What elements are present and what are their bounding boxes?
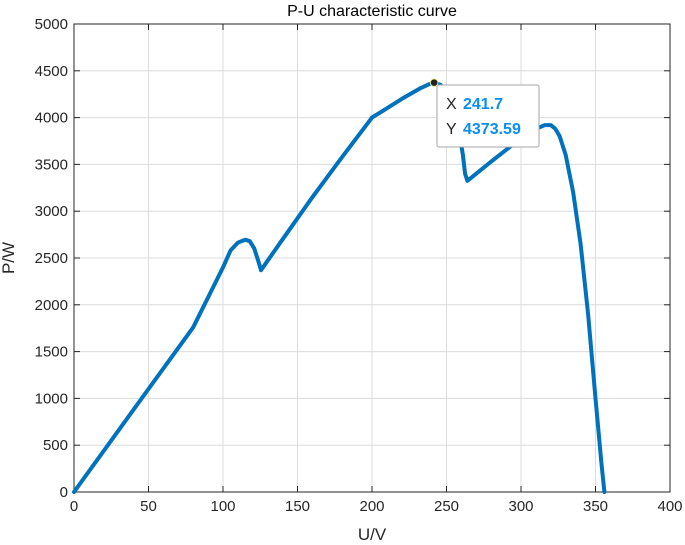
x-tick-label: 400 [657,498,682,515]
x-tick-label: 100 [210,498,235,515]
datatip[interactable]: X 241.7 Y 4373.59 [429,78,540,148]
datatip-x-value: 241.7 [463,96,503,113]
x-tick-label: 350 [583,498,608,515]
y-tick-label: 4000 [35,110,68,127]
axis-ticks [73,23,671,493]
chart-title: P-U characteristic curve [287,3,457,20]
x-tick-label: 250 [434,498,459,515]
y-tick-label: 2000 [35,297,68,314]
x-tick-label: 300 [508,498,533,515]
x-tick-label: 150 [285,498,310,515]
y-tick-label: 0 [60,484,68,501]
y-axis-label: P/W [0,242,18,274]
y-tick-labels: 0 500 1000 1500 2000 2500 3000 3500 4000 4500 5000 [35,16,68,501]
y-tick-label: 500 [43,437,68,454]
y-tick-label: 1000 [35,390,68,407]
y-tick-label: 1500 [35,344,68,361]
datatip-y-label: Y [446,121,457,138]
y-tick-label: 3000 [35,203,68,220]
y-tick-label: 5000 [35,16,68,33]
datatip-x-label: X [446,96,457,113]
y-tick-label: 2500 [35,250,68,267]
y-tick-label: 4500 [35,63,68,80]
x-tick-label: 50 [140,498,157,515]
datatip-box [436,84,540,148]
x-tick-label: 200 [359,498,384,515]
x-tick-labels: 0 50 100 150 200 250 300 350 400 [70,498,683,515]
x-axis-label: U/V [358,525,387,544]
y-tick-label: 3500 [35,156,68,173]
x-tick-label: 0 [70,498,78,515]
datatip-marker[interactable] [429,78,439,87]
datatip-y-value: 4373.59 [463,121,521,138]
